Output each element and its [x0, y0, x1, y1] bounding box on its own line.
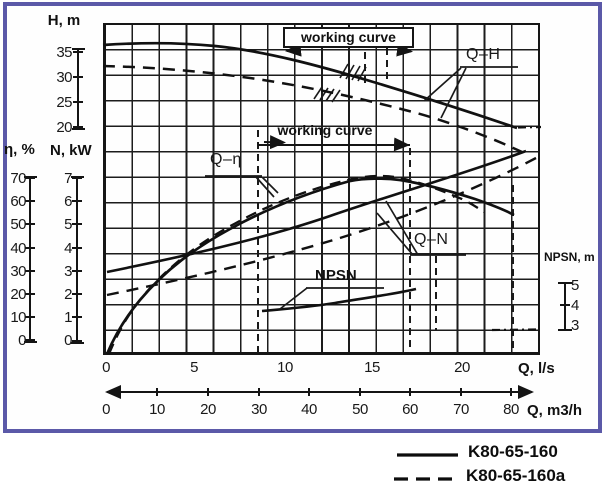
npsn-tick: 4 [571, 297, 579, 314]
qls-axis-title: Q, l/s [518, 360, 555, 377]
qm3h-axis-title: Q, m3/h [527, 402, 583, 419]
qn-curve-label: Q–N [414, 231, 449, 248]
working-curve-label: working curve [277, 122, 373, 138]
legend-item-solid: K80-65-160 [468, 442, 558, 461]
working-curve-box: working curve [283, 27, 414, 48]
n-tick: 6 [64, 193, 72, 210]
n-axis-bar [71, 176, 84, 344]
h-tick: 20 [56, 119, 72, 136]
qm3h-tick: 30 [251, 401, 267, 418]
qm3h-tick: 40 [301, 401, 317, 418]
qls-tick: 5 [190, 359, 198, 376]
n-tick: 3 [64, 263, 72, 280]
eta-tick: 40 [10, 240, 26, 257]
qls-tick: 10 [277, 359, 293, 376]
n-tick: 2 [64, 286, 72, 303]
npsn-tick: 5 [571, 277, 579, 294]
qh-end-dash [517, 125, 542, 129]
h-tick: 25 [56, 94, 72, 111]
qm3h-tick: 0 [102, 401, 110, 418]
label-leaders [205, 66, 518, 310]
eta-tick: 30 [10, 263, 26, 280]
npsn-right-dash [491, 328, 539, 332]
n-dashed-curve [106, 156, 537, 297]
qm3h-tick: 20 [200, 401, 216, 418]
qm3h-tick: 70 [453, 401, 469, 418]
h-tick: 30 [56, 69, 72, 86]
qm3h-tick: 50 [352, 401, 368, 418]
eta-tick: 70 [10, 170, 26, 187]
qm3h-tick: 60 [402, 401, 418, 418]
n-axis-title: N, kW [50, 142, 92, 159]
npsn-curve-label: NPSN [315, 267, 357, 284]
eta-tick: 10 [10, 309, 26, 326]
npsn-tick: 3 [571, 317, 579, 334]
qls-tick: 20 [454, 359, 470, 376]
npsn-solid-curve [261, 287, 417, 313]
eta-tick: 50 [10, 216, 26, 233]
n-tick: 4 [64, 240, 72, 257]
npsn-axis-title: NPSN, m [544, 250, 595, 264]
m3h-axis-line [105, 385, 534, 399]
qls-tick: 0 [102, 359, 110, 376]
eta-tick: 20 [10, 286, 26, 303]
h-axis-bar [72, 48, 85, 130]
npsn-axis-bar [558, 282, 572, 331]
n-solid-curve [106, 149, 527, 274]
n-tick: 1 [64, 309, 72, 326]
n-tick: 0 [64, 332, 72, 349]
working-range-arrows [258, 42, 413, 152]
qh-curve-label: Q–H [466, 46, 501, 63]
h-axis-title: H, m [47, 12, 81, 29]
hatching-marks [313, 63, 367, 103]
qh-dashed-curve [102, 64, 523, 154]
eta-dashed-curve [107, 174, 485, 355]
eta-axis-bar [24, 176, 37, 343]
h-tick: 35 [56, 44, 72, 61]
n-tick: 5 [64, 216, 72, 233]
eta-tick: 0 [18, 332, 26, 349]
eta-tick: 60 [10, 193, 26, 210]
qls-tick: 15 [364, 359, 380, 376]
n-tick: 7 [64, 170, 72, 187]
legend-item-dashed: K80-65-160a [466, 466, 566, 485]
qeta-curve-label: Q–η [210, 151, 242, 168]
qm3h-tick: 80 [503, 401, 519, 418]
qm3h-tick: 10 [149, 401, 165, 418]
eta-solid-curve [105, 177, 515, 355]
qh-solid-curve [102, 41, 518, 130]
eta-axis-title: η, % [4, 141, 35, 158]
